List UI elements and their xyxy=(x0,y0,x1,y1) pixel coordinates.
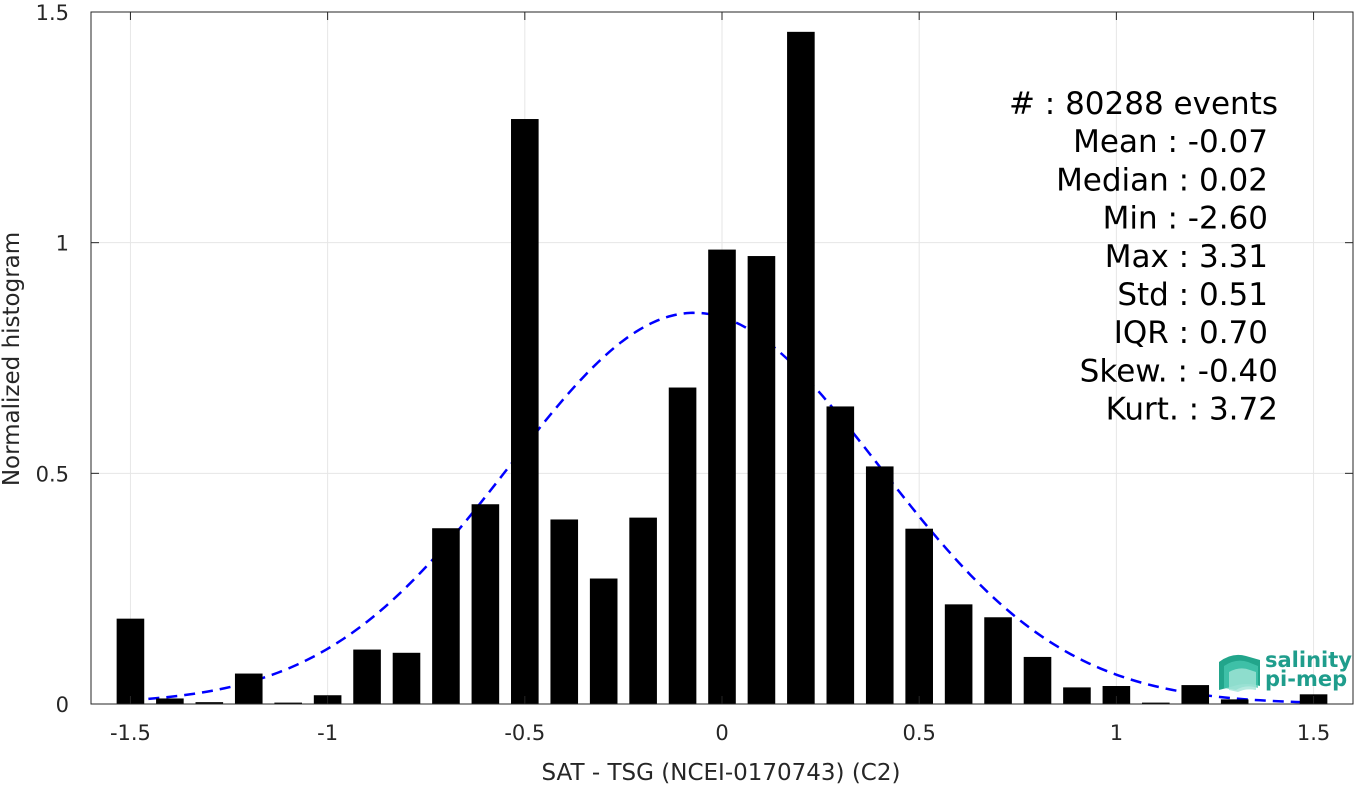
y-axis-title: Normalized histogram xyxy=(0,232,25,486)
histogram-bar xyxy=(589,578,618,704)
logo-wave-icon xyxy=(1219,654,1260,692)
stats-line: Median : 0.02 xyxy=(1056,162,1268,198)
histogram-bar xyxy=(156,698,184,704)
logo-line-2: pi-mep xyxy=(1265,667,1347,691)
x-tick-label: -1 xyxy=(317,721,338,745)
stats-line: Skew. : -0.40 xyxy=(1080,353,1278,389)
stats-line: Kurt. : 3.72 xyxy=(1106,392,1278,428)
histogram-bar xyxy=(944,604,973,704)
x-tick-label: 0.5 xyxy=(902,721,935,745)
x-tick-label: 1.5 xyxy=(1297,721,1330,745)
histogram-bar xyxy=(1181,685,1210,704)
histogram-bar xyxy=(550,519,579,704)
histogram-bar xyxy=(234,673,263,704)
histogram-bars xyxy=(116,31,1328,704)
histogram-bar xyxy=(274,702,302,704)
histogram-bar xyxy=(116,618,145,704)
histogram-bar xyxy=(195,702,224,704)
histogram-bar xyxy=(629,517,657,704)
stats-line: IQR : 0.70 xyxy=(1114,315,1268,351)
y-tick-label: 0 xyxy=(56,693,69,717)
histogram-bar xyxy=(392,652,421,704)
stats-line: # : 80288 events xyxy=(1009,86,1278,122)
x-tick-label: 0 xyxy=(715,721,728,745)
histogram-bar xyxy=(984,617,1012,704)
stats-line: Max : 3.31 xyxy=(1105,239,1268,275)
histogram-bar xyxy=(668,387,697,704)
histogram-bar xyxy=(708,249,736,704)
histogram-bar xyxy=(747,256,776,704)
histogram-bar xyxy=(1142,702,1170,704)
histogram-bar xyxy=(1220,699,1249,704)
stats-line: Min : -2.60 xyxy=(1103,201,1268,237)
histogram-bar xyxy=(511,119,539,704)
histogram-bar xyxy=(905,528,933,704)
salinity-pi-mep-logo: salinity pi-mep xyxy=(1219,648,1352,692)
y-tick-label: 0.5 xyxy=(36,462,69,486)
y-tick-label: 1 xyxy=(56,232,69,256)
axis-ticks: -1.5 -1 -0.5 0 0.5 1 1.5 0 0.5 1 1.5 xyxy=(36,1,1353,745)
histogram-bar xyxy=(865,466,894,704)
stats-line: Std : 0.51 xyxy=(1117,277,1268,313)
histogram-bar xyxy=(353,649,381,704)
histogram-bar xyxy=(1023,656,1052,704)
x-tick-label: 1 xyxy=(1110,721,1123,745)
histogram-bar xyxy=(1102,686,1131,704)
stats-line: Mean : -0.07 xyxy=(1073,124,1268,160)
histogram-bar xyxy=(432,528,460,704)
logo-line-1: salinity xyxy=(1265,648,1352,672)
x-axis-title: SAT - TSG (NCEI-0170743) (C2) xyxy=(542,760,901,785)
histogram-bar xyxy=(1063,687,1091,704)
x-tick-label: -0.5 xyxy=(504,721,545,745)
y-tick-label: 1.5 xyxy=(36,1,69,25)
histogram-bar xyxy=(471,504,500,704)
histogram-bar xyxy=(826,406,855,704)
histogram-bar xyxy=(787,31,815,704)
x-tick-label: -1.5 xyxy=(110,721,151,745)
